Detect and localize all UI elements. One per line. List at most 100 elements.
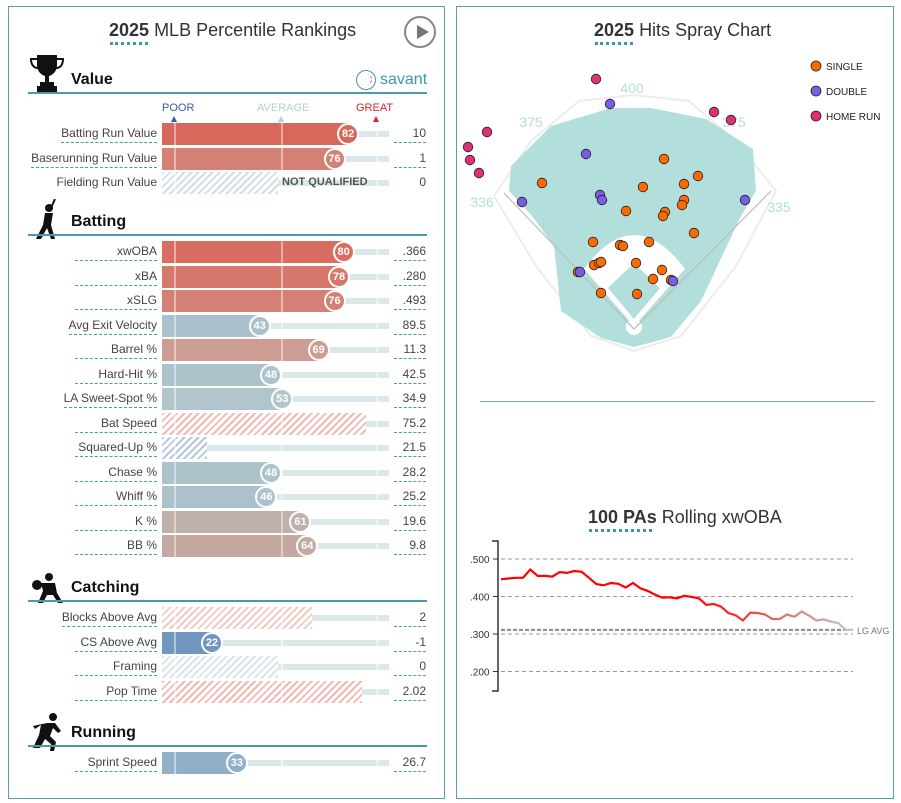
distance-label: 335 xyxy=(767,199,791,215)
metric-label[interactable]: BB % xyxy=(75,538,157,555)
metric-value: 28.2 xyxy=(394,465,426,482)
percentile-track xyxy=(162,760,389,766)
metric-value: 75.2 xyxy=(394,416,426,433)
scale-marker-line xyxy=(376,172,378,194)
scale-marker-line xyxy=(376,486,378,508)
metric-label[interactable]: Squared-Up % xyxy=(75,440,157,457)
metric-label[interactable]: Blocks Above Avg xyxy=(61,610,157,627)
scale-great-marker xyxy=(373,116,379,122)
metric-row[interactable]: Framing 0 xyxy=(9,655,446,679)
percentile-bar xyxy=(162,486,267,508)
y-tick-label: .300 xyxy=(470,630,490,641)
metric-row[interactable]: Squared-Up % 21.5 xyxy=(9,436,446,460)
metric-row[interactable]: Sprint Speed 33 26.7 xyxy=(9,751,446,775)
metric-label[interactable]: Batting Run Value xyxy=(61,126,157,143)
percentile-rankings-panel: 2025 MLB Percentile Rankings savant Valu… xyxy=(8,6,445,799)
scale-marker-line xyxy=(174,388,176,410)
metric-label[interactable]: Framing xyxy=(75,659,157,676)
home-run-hit-marker xyxy=(708,106,720,118)
scale-marker-line xyxy=(376,752,378,774)
double-hit-marker xyxy=(516,196,528,208)
metric-label[interactable]: Avg Exit Velocity xyxy=(68,318,157,335)
scale-marker-line xyxy=(376,147,378,170)
metric-label[interactable]: Baserunning Run Value xyxy=(31,151,157,168)
metric-row[interactable]: K % 61 19.6 xyxy=(9,510,446,534)
percentile-bar xyxy=(162,147,335,170)
scale-marker-line xyxy=(376,388,378,410)
metric-row[interactable]: xwOBA 80 .366 xyxy=(9,240,446,264)
metric-label[interactable]: Sprint Speed xyxy=(75,755,157,772)
metric-label[interactable]: Fielding Run Value xyxy=(56,175,157,189)
metric-row[interactable]: Hard-Hit % 48 42.5 xyxy=(9,363,446,387)
metric-label[interactable]: Pop Time xyxy=(75,684,157,701)
scale-marker-line xyxy=(376,535,378,557)
scale-marker-line xyxy=(281,631,283,654)
home-run-hit-marker xyxy=(462,141,474,153)
scale-average-marker xyxy=(278,116,284,122)
hatched-bar xyxy=(162,437,208,459)
percentile-bar xyxy=(162,363,271,386)
league-average-label: LG AVG xyxy=(857,626,889,636)
single-hit-marker xyxy=(688,227,700,239)
scale-marker-line xyxy=(376,314,378,337)
metric-row[interactable]: LA Sweet-Spot % 53 34.9 xyxy=(9,387,446,411)
metric-row[interactable]: Avg Exit Velocity 43 89.5 xyxy=(9,314,446,338)
scale-marker-line xyxy=(376,363,378,386)
metric-row[interactable]: Baserunning Run Value 76 1 xyxy=(9,147,446,171)
metric-row[interactable]: Whiff % 46 25.2 xyxy=(9,485,446,509)
metric-label[interactable]: Bat Speed xyxy=(75,416,157,433)
single-hit-marker xyxy=(620,205,632,217)
single-hit-marker xyxy=(631,288,643,300)
metric-row[interactable]: xSLG 76 .493 xyxy=(9,289,446,313)
scale-marker-line xyxy=(281,607,283,629)
metric-row[interactable]: xBA 78 .280 xyxy=(9,265,446,289)
metric-row[interactable]: Barrel % 69 11.3 xyxy=(9,338,446,362)
scale-marker-line xyxy=(281,123,283,145)
y-tick-label: .400 xyxy=(470,593,490,604)
metric-row[interactable]: Blocks Above Avg 2 xyxy=(9,606,446,630)
single-hit-marker xyxy=(536,177,548,189)
single-hit-marker xyxy=(657,210,669,222)
metric-label[interactable]: xwOBA xyxy=(75,244,157,261)
metric-row[interactable]: Bat Speed 75.2 xyxy=(9,412,446,436)
metric-value: 11.3 xyxy=(394,342,426,359)
panel-title: 2025 MLB Percentile Rankings xyxy=(109,20,357,40)
hatched-bar xyxy=(162,607,312,629)
metric-label[interactable]: LA Sweet-Spot % xyxy=(63,391,157,408)
metric-label[interactable]: K % xyxy=(75,514,157,531)
metric-value: .280 xyxy=(394,269,426,286)
scale-marker-line xyxy=(174,241,176,263)
scale-marker-line xyxy=(376,265,378,288)
metric-row[interactable]: Batting Run Value 82 10 xyxy=(9,122,446,146)
metric-row[interactable]: Pop Time 2.02 xyxy=(9,680,446,704)
metric-value: 9.8 xyxy=(394,538,426,555)
scale-marker-line xyxy=(174,265,176,288)
metric-label[interactable]: Barrel % xyxy=(75,342,157,359)
single-hit-marker xyxy=(637,181,649,193)
scale-marker-line xyxy=(376,510,378,533)
double-hit-marker xyxy=(574,266,586,278)
metric-row[interactable]: Chase % 48 28.2 xyxy=(9,461,446,485)
percentile-badge: 64 xyxy=(296,535,319,557)
metric-row[interactable]: Fielding Run Value NOT QUALIFIED 0 xyxy=(9,171,446,195)
metric-row[interactable]: CS Above Avg 22 -1 xyxy=(9,631,446,655)
single-hit-marker xyxy=(678,178,690,190)
metric-label[interactable]: Chase % xyxy=(75,465,157,482)
scale-marker-line xyxy=(174,172,176,194)
metric-label[interactable]: xSLG xyxy=(75,293,157,310)
metric-label[interactable]: Whiff % xyxy=(75,489,157,506)
play-icon[interactable] xyxy=(404,16,436,48)
scale-marker-line xyxy=(376,680,378,703)
percentile-bar xyxy=(162,535,308,557)
percentile-badge: 76 xyxy=(323,147,346,170)
metric-label[interactable]: CS Above Avg xyxy=(75,635,157,652)
metric-row[interactable]: BB % 64 9.8 xyxy=(9,534,446,558)
home-run-hit-marker xyxy=(464,154,476,166)
savant-logo[interactable]: savant xyxy=(356,70,427,90)
metric-label[interactable]: Hard-Hit % xyxy=(75,367,157,384)
trophy-icon xyxy=(27,53,67,95)
savant-text: savant xyxy=(380,71,428,88)
metric-label[interactable]: xBA xyxy=(75,269,157,286)
scale-marker-line xyxy=(281,486,283,508)
outfield-grass xyxy=(509,108,756,347)
